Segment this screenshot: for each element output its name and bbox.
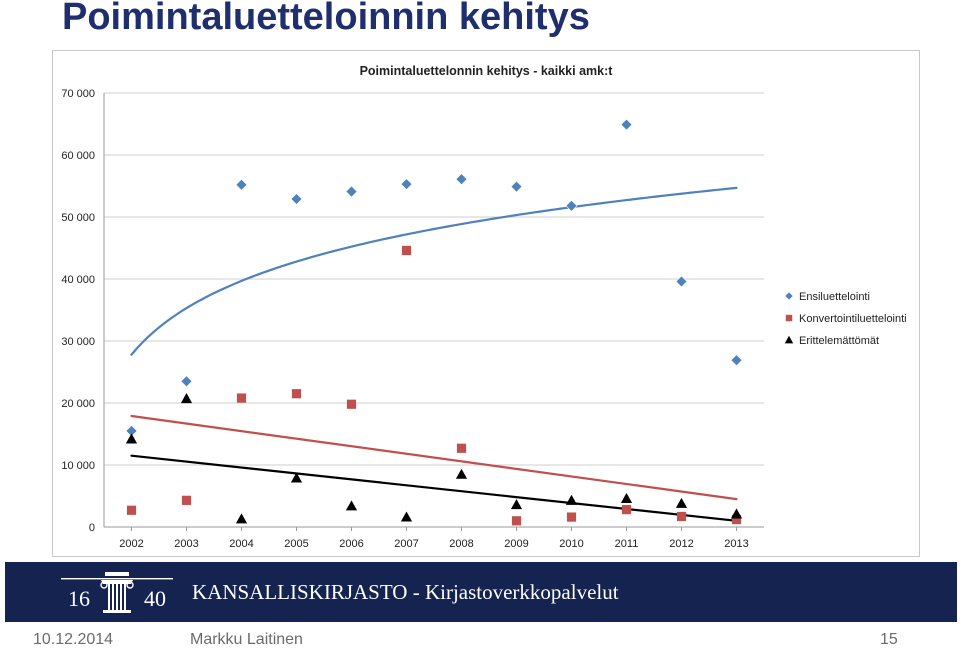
x-tick-label: 2012: [669, 538, 693, 550]
chart-frame: Poimintaluettelonnin kehitys - kaikki am…: [52, 50, 920, 557]
point-erittelemattomat: [290, 472, 303, 483]
point-ensiluettelointi: [400, 178, 413, 191]
marker-layer: [125, 118, 743, 526]
point-erittelemattomat: [400, 511, 413, 522]
x-tick-label: 2006: [339, 538, 363, 550]
point-ensiluettelointi: [290, 193, 303, 205]
x-tick-label: 2013: [724, 538, 748, 550]
point-konvertointiluettelointi: [346, 399, 357, 409]
point-erittelemattomat: [565, 494, 578, 505]
x-tick-label: 2007: [394, 538, 418, 550]
point-konvertointiluettelointi: [511, 516, 522, 526]
x-tick-label: 2010: [559, 538, 583, 550]
point-konvertointiluettelointi: [236, 393, 247, 403]
y-tick-label: 40 000: [61, 274, 95, 286]
point-ensiluettelointi: [235, 178, 248, 191]
legend: Ensiluettelointi Konvertointiluettelointi…: [784, 291, 907, 347]
legend-label: Ensiluettelointi: [799, 291, 870, 303]
brand-bar: 16 40 KANSALLISKIRJASTO - Kirjastoverkko…: [5, 562, 957, 622]
y-tick-label: 30 000: [61, 336, 95, 348]
legend-item: Konvertointiluettelointi: [785, 313, 907, 325]
y-tick-label: 50 000: [61, 212, 95, 224]
point-ensiluettelointi: [565, 199, 578, 212]
point-erittelemattomat: [730, 508, 743, 519]
point-erittelemattomat: [345, 500, 358, 511]
legend-item: Ensiluettelointi: [784, 291, 870, 303]
point-erittelemattomat: [455, 468, 468, 479]
point-ensiluettelointi: [620, 118, 633, 131]
point-konvertointiluettelointi: [456, 443, 467, 453]
point-erittelemattomat: [125, 433, 138, 444]
legend-item: Erittelemättömät: [784, 335, 879, 347]
point-ensiluettelointi: [675, 275, 688, 288]
point-konvertointiluettelointi: [731, 514, 742, 525]
point-ensiluettelointi: [345, 185, 358, 198]
point-erittelemattomat: [180, 393, 193, 404]
library-logo-icon: 16 40: [61, 572, 173, 613]
point-erittelemattomat: [675, 497, 688, 508]
trendline-layer: [130, 186, 738, 522]
y-tick-label: 70 000: [61, 88, 95, 100]
footer-page-number: 15: [880, 631, 898, 648]
point-erittelemattomat: [235, 513, 248, 524]
y-tick-label: 10 000: [61, 460, 95, 472]
logo-text-right: 40: [144, 586, 166, 611]
y-tick-label: 20 000: [61, 398, 95, 410]
brand-name: KANSALLISKIRJASTO - Kirjastoverkkopalvel…: [192, 580, 619, 604]
x-tick-label: 2011: [615, 538, 639, 550]
point-ensiluettelointi: [455, 173, 468, 186]
footer-author: Markku Laitinen: [190, 631, 303, 648]
grid-layer: [104, 92, 764, 466]
legend-label: Konvertointiluettelointi: [799, 313, 907, 325]
footer-date: 10.12.2014: [33, 631, 114, 648]
y-tick-label: 60 000: [61, 150, 95, 162]
point-konvertointiluettelointi: [291, 389, 302, 399]
chart-title: Poimintaluettelonnin kehitys - kaikki am…: [360, 64, 614, 78]
logo-text-left: 16: [68, 586, 90, 611]
y-tick-label: 0: [89, 522, 95, 534]
x-tick-label: 2003: [174, 538, 198, 550]
trendline-konvertointiluettelointi: [130, 414, 738, 501]
x-tick-label: 2008: [449, 538, 473, 550]
legend-marker-diamond: [784, 291, 794, 301]
trendline-erittelemattomat: [130, 454, 738, 522]
point-ensiluettelointi: [180, 375, 193, 388]
point-konvertointiluettelointi: [126, 505, 137, 515]
x-tick-label: 2004: [229, 538, 253, 550]
legend-label: Erittelemättömät: [799, 335, 879, 347]
axis-layer: 0 10 000 20 000 30 000 40 000 50 000 60 000 70 …: [61, 88, 764, 550]
point-erittelemattomat: [510, 499, 523, 510]
point-konvertointiluettelointi: [676, 511, 687, 522]
trendline-ensiluettelointi: [130, 186, 738, 356]
legend-marker-triangle: [784, 335, 794, 344]
x-tick-label: 2005: [284, 538, 308, 550]
point-konvertointiluettelointi: [181, 495, 192, 505]
x-tick-label: 2002: [119, 538, 143, 550]
point-konvertointiluettelointi: [401, 245, 412, 256]
chart-svg: Poimintaluettelonnin kehitys - kaikki am…: [61, 64, 907, 550]
legend-marker-square: [785, 314, 793, 322]
x-tick-label: 2009: [504, 538, 528, 550]
point-ensiluettelointi: [730, 354, 743, 367]
point-ensiluettelointi: [510, 180, 523, 193]
slide-title: Poimintaluetteloinnin kehitys: [62, 0, 590, 38]
point-konvertointiluettelointi: [621, 505, 632, 515]
point-erittelemattomat: [620, 492, 633, 503]
point-konvertointiluettelointi: [566, 512, 577, 522]
